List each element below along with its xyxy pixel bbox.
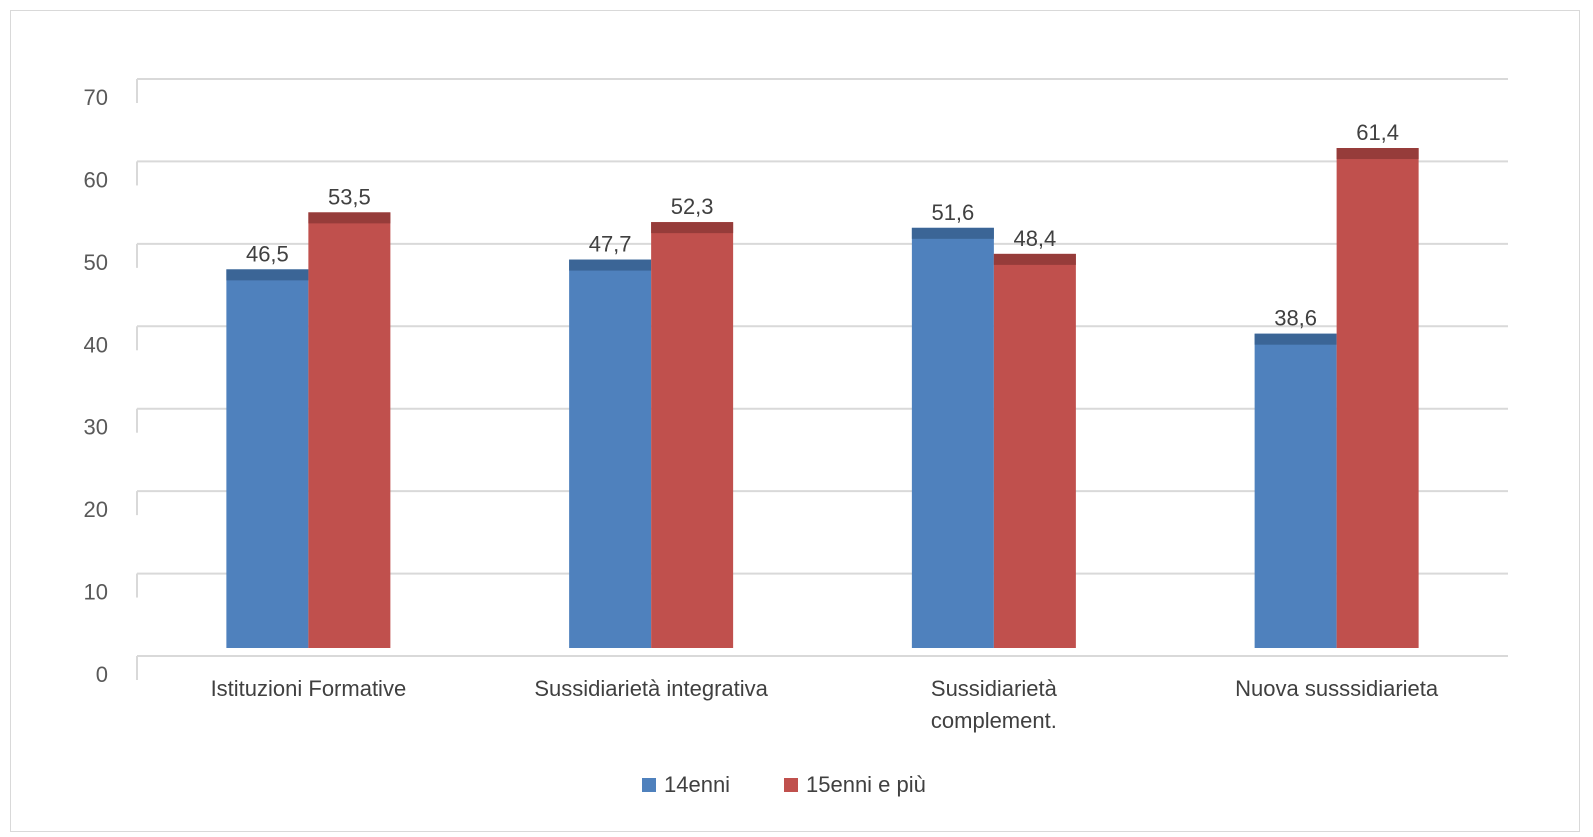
bar-15enni-3 xyxy=(1337,148,1419,648)
bar-cap-1-0 xyxy=(308,212,390,223)
data-labels: 46,5 47,7 51,6 38,6 53,5 52,3 48,4 61,4 xyxy=(246,120,1399,331)
category-label-2-line-0: Sussidiarietà xyxy=(931,676,1058,701)
category-label-2-line-1: complement. xyxy=(931,708,1057,733)
bar-15enni-2 xyxy=(994,254,1076,648)
legend-swatch-0 xyxy=(642,778,656,792)
data-label-0-2: 51,6 xyxy=(931,200,974,225)
data-label-1-2: 48,4 xyxy=(1013,226,1056,251)
category-label-3: Nuova susssidiarieta xyxy=(1235,676,1439,701)
bar-cap-1-3 xyxy=(1337,148,1419,159)
y-tick-label-40: 40 xyxy=(84,332,108,357)
bar-cap-0-2 xyxy=(912,228,994,239)
legend: 14enni 15enni e più xyxy=(642,772,926,797)
bar-cap-0-3 xyxy=(1255,334,1337,345)
bar-cap-0-1 xyxy=(569,260,651,271)
bar-14enni-1 xyxy=(569,260,651,648)
legend-label-0: 14enni xyxy=(664,772,730,797)
bar-14enni-2 xyxy=(912,228,994,648)
y-tick-label-20: 20 xyxy=(84,497,108,522)
y-tick-label-30: 30 xyxy=(84,415,108,440)
y-tick-label-10: 10 xyxy=(84,580,108,605)
data-label-0-0: 46,5 xyxy=(246,241,289,266)
bar-15enni-1 xyxy=(651,222,733,648)
bar-14enni-0 xyxy=(226,269,308,648)
data-label-0-3: 38,6 xyxy=(1274,306,1317,331)
bar-cap-1-1 xyxy=(651,222,733,233)
bar-cap-0-0 xyxy=(226,269,308,280)
y-tick-label-70: 70 xyxy=(84,85,108,110)
y-tick-label-50: 50 xyxy=(84,250,108,275)
y-tick-label-0: 0 xyxy=(96,662,108,687)
data-label-1-3: 61,4 xyxy=(1356,120,1399,145)
x-axis: Istituzioni Formative Sussidiarietà integ… xyxy=(211,676,1439,733)
data-label-0-1: 47,7 xyxy=(589,232,632,257)
bar-15enni-0 xyxy=(308,212,390,648)
bar-14enni-3 xyxy=(1255,334,1337,648)
category-label-0: Istituzioni Formative xyxy=(211,676,407,701)
data-label-1-1: 52,3 xyxy=(671,194,714,219)
category-label-1: Sussidiarietà integrativa xyxy=(534,676,768,701)
bar-cap-1-2 xyxy=(994,254,1076,265)
data-label-1-0: 53,5 xyxy=(328,184,371,209)
y-axis: 0 10 20 30 40 50 60 70 xyxy=(84,85,108,687)
y-tick-label-60: 60 xyxy=(84,167,108,192)
legend-label-1: 15enni e più xyxy=(806,772,926,797)
legend-swatch-1 xyxy=(784,778,798,792)
